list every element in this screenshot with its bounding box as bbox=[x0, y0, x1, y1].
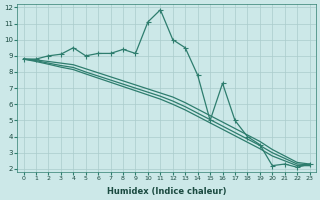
X-axis label: Humidex (Indice chaleur): Humidex (Indice chaleur) bbox=[107, 187, 226, 196]
